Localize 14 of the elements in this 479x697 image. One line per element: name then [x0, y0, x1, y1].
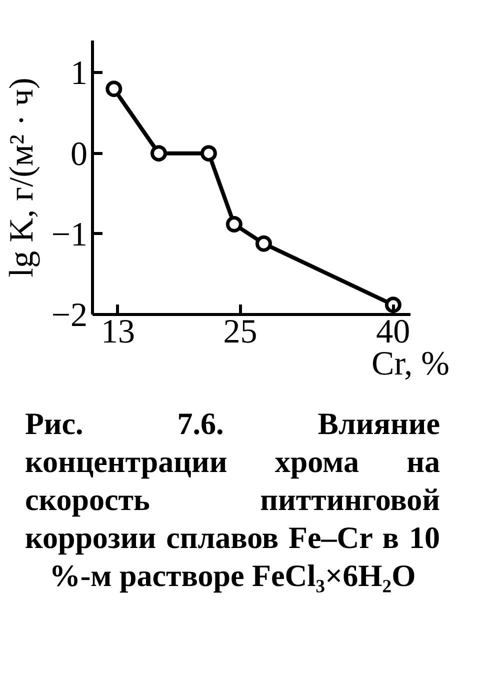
x-tick-label: 25 — [223, 314, 258, 350]
point — [226, 216, 242, 232]
point — [200, 145, 217, 162]
y-tick-label: 1 — [70, 55, 88, 92]
y-tick-label: 0 — [70, 136, 88, 173]
point — [384, 296, 402, 314]
x-tick-label: 13 — [100, 314, 135, 350]
y-axis-title: lg K, г/(м² · ч) — [3, 78, 40, 278]
text: Рис. 7.6. Влияние концентрации хрома на скорость питтинговой коррозии сплавов Fe–Cr в 10 %-м растворе FeCl₃×6H₂O — [25, 405, 440, 595]
point — [150, 145, 167, 162]
y-tick-label: −2 — [51, 297, 88, 334]
point — [106, 80, 122, 98]
y-tick-label: −1 — [51, 216, 88, 254]
point — [255, 235, 272, 252]
